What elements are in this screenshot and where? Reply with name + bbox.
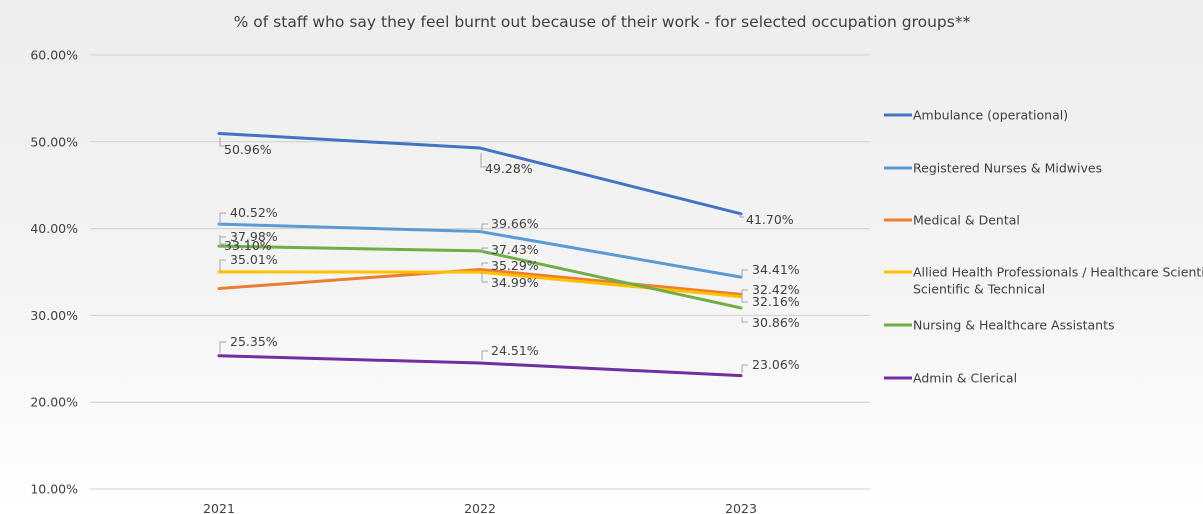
data-label: 50.96% — [224, 142, 272, 157]
data-label: 39.66% — [491, 216, 539, 231]
legend-label: Ambulance (operational) — [913, 108, 1068, 123]
data-label: 34.99% — [491, 275, 539, 290]
data-label: 34.41% — [752, 262, 800, 277]
y-tick-label: 20.00% — [30, 395, 78, 410]
x-tick-label: 2023 — [725, 501, 757, 514]
series-line — [217, 131, 743, 216]
data-label-leader — [741, 269, 748, 276]
legend-label: Medical & Dental — [913, 213, 1020, 228]
x-tick-label: 2022 — [464, 501, 496, 514]
series-line — [217, 354, 743, 378]
data-label-leader — [481, 247, 488, 253]
data-label: 32.42% — [752, 282, 800, 297]
data-labels: 50.96% 49.28% 41.70% 40.52% 39.66% 34.41% 33.1… — [219, 137, 800, 373]
data-label: 30.86% — [752, 315, 800, 330]
data-label-leader — [741, 317, 748, 323]
data-label: 24.51% — [491, 343, 539, 358]
legend-label: Registered Nurses & Midwives — [913, 161, 1102, 176]
legend-label: Allied Health Professionals / Healthcare… — [913, 265, 1203, 297]
y-tick-label: 40.00% — [30, 221, 78, 236]
series-line — [217, 244, 743, 310]
data-label-leader — [219, 236, 226, 247]
data-label: 37.98% — [230, 229, 278, 244]
data-label-leader — [481, 272, 488, 283]
x-axis-ticks: 2021 2022 2023 — [203, 501, 757, 514]
data-label-leader — [741, 289, 748, 300]
legend: Ambulance (operational) Registered Nurses… — [884, 108, 1203, 386]
data-label: 33.10% — [224, 238, 272, 253]
data-label: 32.16% — [752, 294, 800, 309]
data-label-leader — [219, 137, 226, 147]
legend-label: Nursing & Healthcare Assistants — [913, 318, 1115, 333]
legend-label: Admin & Clerical — [913, 371, 1017, 386]
data-label-leader — [480, 153, 487, 168]
x-tick-label: 2021 — [203, 501, 235, 514]
series-lines — [217, 131, 743, 378]
data-label: 35.29% — [491, 258, 539, 273]
data-label-leader — [481, 262, 488, 266]
series-line — [217, 222, 743, 279]
chart-title: % of staff who say they feel burnt out b… — [234, 13, 971, 31]
data-label: 37.43% — [491, 242, 539, 257]
data-label: 49.28% — [485, 161, 533, 176]
data-label-leader — [739, 214, 744, 218]
y-tick-label: 50.00% — [30, 134, 78, 149]
data-label-leader — [219, 259, 226, 271]
data-label-leader — [741, 364, 748, 373]
y-axis-ticks: 10.00% 20.00% 30.00% 40.00% 50.00% 60.00% — [30, 48, 78, 497]
data-label-leader — [481, 223, 488, 232]
data-label-leader — [481, 350, 488, 360]
data-label: 35.01% — [230, 252, 278, 267]
data-label: 23.06% — [752, 357, 800, 372]
data-label: 40.52% — [230, 205, 278, 220]
y-tick-label: 30.00% — [30, 308, 78, 323]
series-line — [217, 267, 743, 296]
y-tick-label: 60.00% — [30, 48, 78, 63]
data-label: 25.35% — [230, 334, 278, 349]
data-label-leader — [219, 341, 226, 353]
data-label: 41.70% — [746, 212, 794, 227]
y-tick-label: 10.00% — [30, 482, 78, 497]
data-label-leader — [219, 212, 226, 226]
data-label-leader — [741, 300, 748, 303]
